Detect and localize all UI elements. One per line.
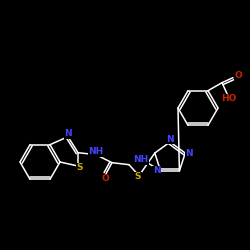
- Text: N: N: [166, 134, 174, 143]
- Text: N: N: [186, 148, 193, 158]
- Text: O: O: [101, 174, 109, 183]
- Text: NH: NH: [88, 147, 104, 156]
- Text: N: N: [64, 129, 72, 138]
- Text: N: N: [153, 166, 160, 175]
- Text: S: S: [135, 172, 141, 181]
- Text: S: S: [77, 164, 83, 172]
- Text: O: O: [234, 71, 242, 80]
- Text: NH: NH: [133, 156, 148, 164]
- Text: HO: HO: [221, 94, 237, 103]
